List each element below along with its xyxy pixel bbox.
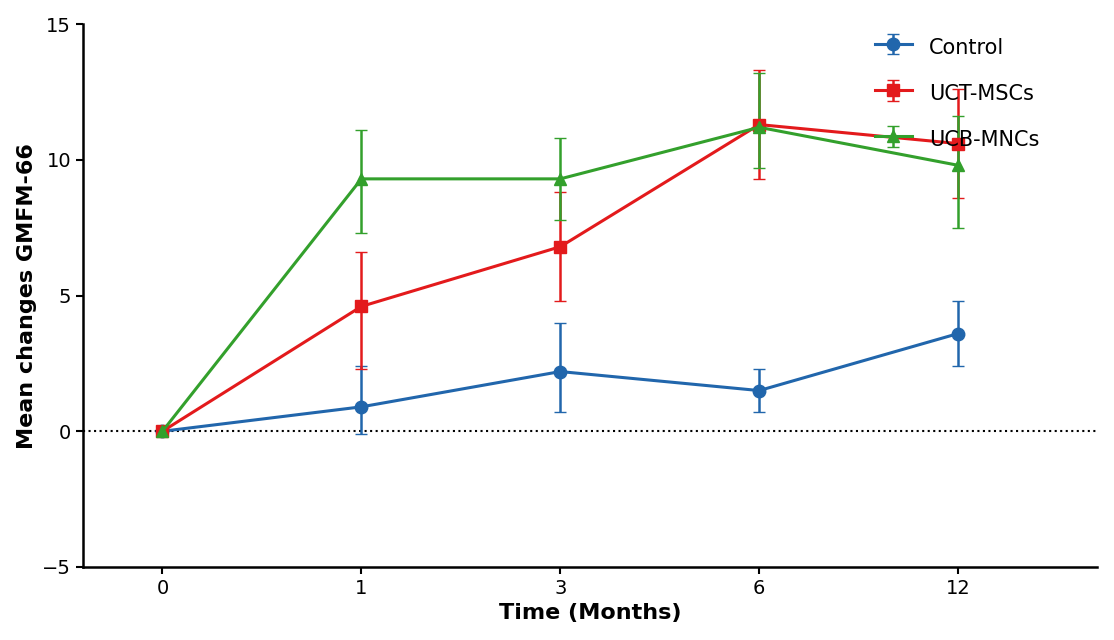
- X-axis label: Time (Months): Time (Months): [499, 604, 682, 623]
- Legend: Control, UCT-MSCs, UCB-MNCs: Control, UCT-MSCs, UCB-MNCs: [864, 24, 1049, 163]
- Y-axis label: Mean changes GMFM-66: Mean changes GMFM-66: [17, 143, 37, 449]
